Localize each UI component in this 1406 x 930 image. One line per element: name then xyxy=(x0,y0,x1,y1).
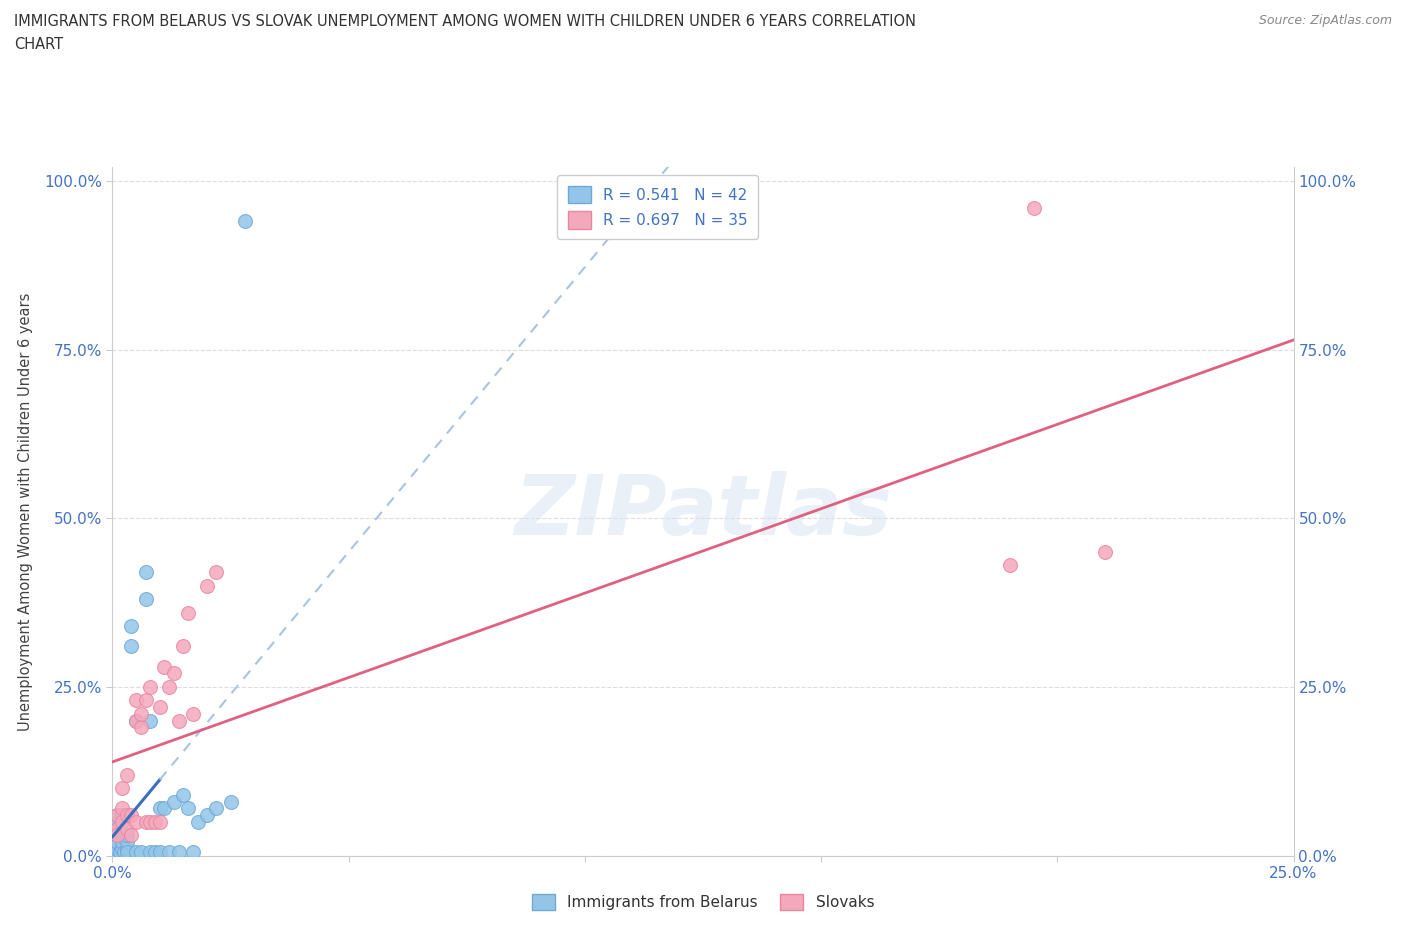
Point xyxy=(139,844,162,859)
Point xyxy=(181,707,204,722)
Point xyxy=(115,844,138,859)
Point xyxy=(104,844,127,859)
Point xyxy=(125,815,148,830)
Point xyxy=(195,578,218,593)
Point xyxy=(153,659,176,674)
Point xyxy=(120,828,142,843)
Point xyxy=(111,807,134,822)
Point xyxy=(105,821,128,836)
Point xyxy=(135,693,157,708)
Point xyxy=(115,834,138,849)
Point xyxy=(120,807,142,822)
Y-axis label: Unemployment Among Women with Children Under 6 years: Unemployment Among Women with Children U… xyxy=(18,292,32,731)
Point xyxy=(172,639,194,654)
Point xyxy=(125,713,148,728)
Point xyxy=(105,834,128,849)
Point xyxy=(205,565,228,579)
Point xyxy=(115,828,138,843)
Point xyxy=(149,844,172,859)
Point xyxy=(139,815,162,830)
Point xyxy=(205,801,228,816)
Point xyxy=(163,666,186,681)
Point xyxy=(167,844,190,859)
Point xyxy=(163,794,186,809)
Point xyxy=(129,844,152,859)
Point xyxy=(108,844,131,859)
Point xyxy=(115,807,138,822)
Legend: Immigrants from Belarus, Slovaks: Immigrants from Belarus, Slovaks xyxy=(524,886,882,918)
Point xyxy=(233,214,256,229)
Point xyxy=(111,815,134,830)
Point xyxy=(149,801,172,816)
Point xyxy=(111,842,134,857)
Point xyxy=(149,815,172,830)
Point xyxy=(125,844,148,859)
Text: IMMIGRANTS FROM BELARUS VS SLOVAK UNEMPLOYMENT AMONG WOMEN WITH CHILDREN UNDER 6: IMMIGRANTS FROM BELARUS VS SLOVAK UNEMPL… xyxy=(14,14,917,29)
Point xyxy=(172,788,194,803)
Point xyxy=(120,618,142,633)
Point xyxy=(177,801,200,816)
Point xyxy=(105,842,128,857)
Point xyxy=(111,815,134,830)
Point xyxy=(1022,201,1045,216)
Point xyxy=(105,815,128,830)
Point xyxy=(105,821,128,836)
Point xyxy=(115,767,138,782)
Point xyxy=(120,639,142,654)
Point xyxy=(219,794,242,809)
Point xyxy=(129,720,152,735)
Legend: R = 0.541   N = 42, R = 0.697   N = 35: R = 0.541 N = 42, R = 0.697 N = 35 xyxy=(557,175,758,239)
Point xyxy=(181,844,204,859)
Point xyxy=(167,713,190,728)
Point xyxy=(115,821,138,836)
Point xyxy=(153,801,176,816)
Point xyxy=(177,605,200,620)
Point xyxy=(135,565,157,579)
Point xyxy=(105,807,128,822)
Point xyxy=(143,844,166,859)
Point xyxy=(125,693,148,708)
Point xyxy=(135,591,157,606)
Point xyxy=(105,828,128,843)
Point xyxy=(998,558,1021,573)
Point xyxy=(111,780,134,795)
Point xyxy=(149,699,172,714)
Point xyxy=(143,815,166,830)
Point xyxy=(157,680,180,695)
Text: ZIPatlas: ZIPatlas xyxy=(515,471,891,552)
Point xyxy=(112,844,135,859)
Point xyxy=(129,707,152,722)
Point xyxy=(195,807,218,822)
Point xyxy=(111,828,134,843)
Point xyxy=(111,801,134,816)
Point xyxy=(139,680,162,695)
Point xyxy=(186,815,208,830)
Point xyxy=(115,842,138,857)
Point xyxy=(105,807,128,822)
Text: Source: ZipAtlas.com: Source: ZipAtlas.com xyxy=(1258,14,1392,27)
Point xyxy=(111,834,134,849)
Point xyxy=(157,844,180,859)
Point xyxy=(139,713,162,728)
Point xyxy=(125,713,148,728)
Text: CHART: CHART xyxy=(14,37,63,52)
Point xyxy=(135,815,157,830)
Point xyxy=(105,828,128,843)
Point xyxy=(1094,545,1116,560)
